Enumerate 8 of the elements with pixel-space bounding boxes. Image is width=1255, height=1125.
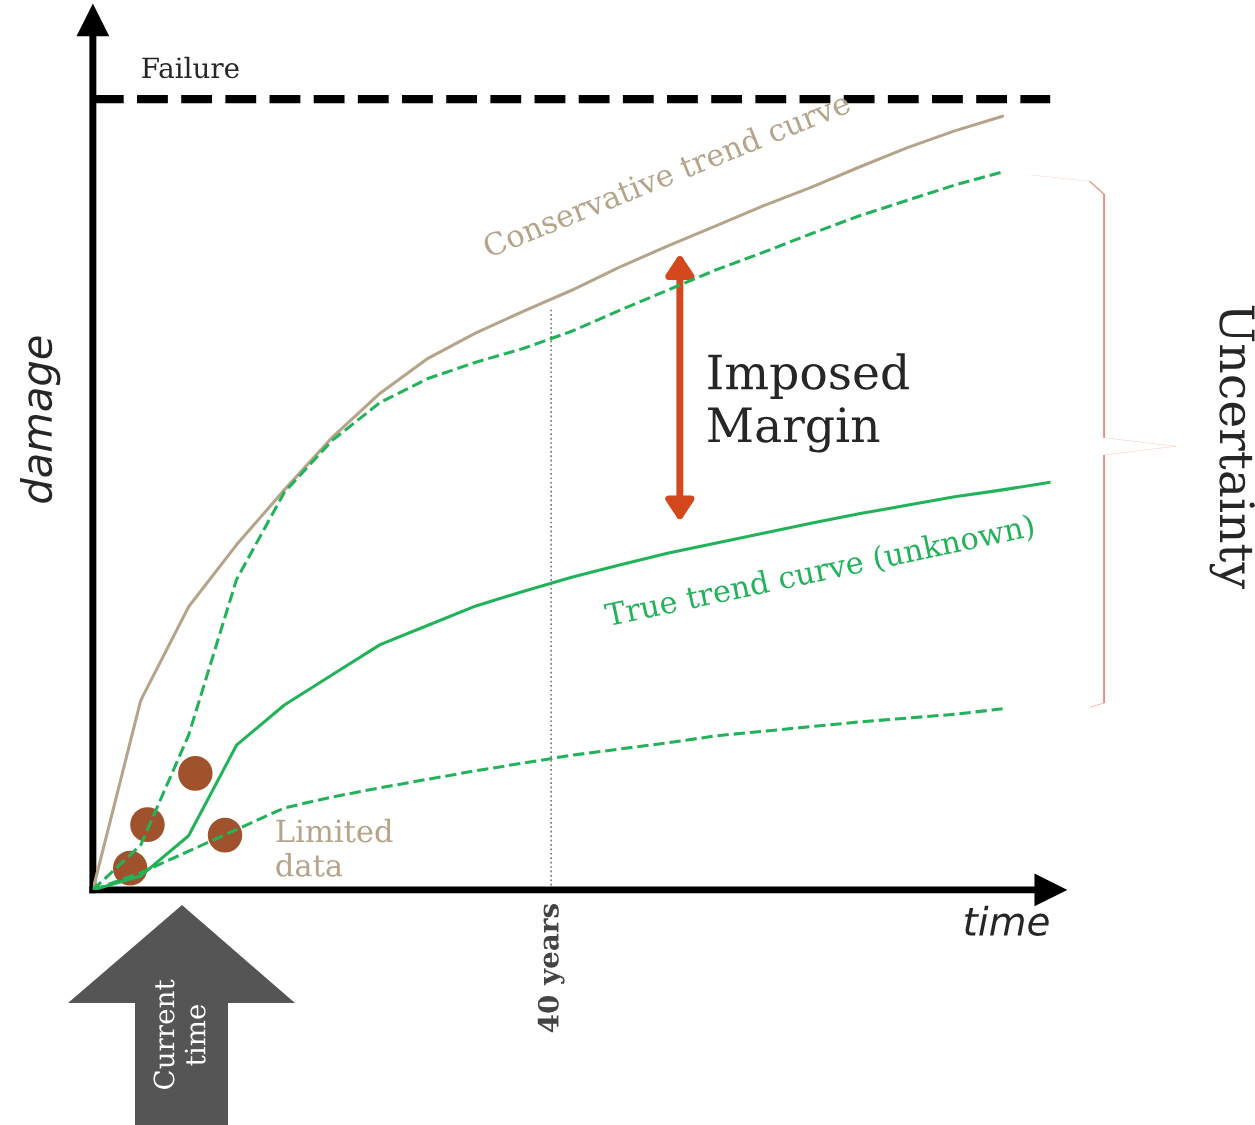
annotation: Limited data xyxy=(276,818,393,877)
y-axis-title: damage xyxy=(20,336,61,503)
ref-line-label: Failure xyxy=(142,56,239,79)
text: Uncertainty xyxy=(1209,305,1255,589)
text: Current time xyxy=(153,979,206,1090)
x-axis-title: time xyxy=(965,905,1049,936)
text: 40 years xyxy=(537,904,565,1033)
annotation: Imposed Margin xyxy=(708,353,909,453)
